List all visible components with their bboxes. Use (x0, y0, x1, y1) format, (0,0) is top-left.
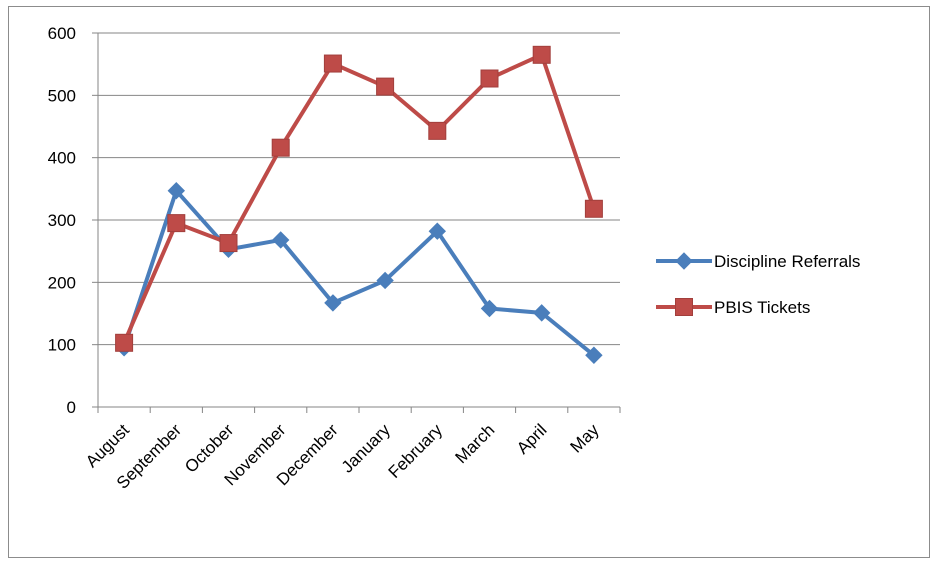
data-point-square (167, 214, 186, 233)
x-tick-label: April (513, 420, 550, 457)
data-point-diamond (532, 304, 551, 322)
data-point-diamond (324, 294, 342, 312)
y-tick-label: 500 (48, 86, 76, 105)
data-point-diamond (376, 271, 394, 290)
series-discipline-referrals (115, 181, 603, 364)
x-tick-label: March (451, 420, 498, 467)
y-axis-tick-labels: 0 100 200 300 400 500 600 (48, 24, 76, 417)
series-layer (115, 45, 603, 364)
data-point-square (115, 333, 134, 352)
y-tick-label: 100 (48, 336, 76, 355)
y-tick-label: 400 (48, 149, 76, 168)
series-line (122, 52, 596, 345)
legend: Discipline Referrals PBIS Tickets (656, 252, 860, 317)
x-tick-label: February (385, 420, 447, 482)
axes (92, 32, 621, 413)
legend-label: Discipline Referrals (714, 252, 860, 271)
data-point-square (428, 121, 447, 140)
legend-entry: Discipline Referrals (656, 252, 860, 271)
y-tick-label: 300 (48, 211, 76, 230)
legend-label: PBIS Tickets (714, 298, 810, 317)
data-point-diamond (167, 181, 186, 200)
data-point-diamond (271, 231, 290, 249)
legend-entry: PBIS Tickets (656, 298, 810, 317)
data-point-square (532, 45, 551, 64)
data-point-square (271, 138, 290, 157)
series-pbis-tickets (115, 45, 603, 352)
y-tick-label: 600 (48, 24, 76, 43)
data-point-square (376, 77, 395, 96)
data-point-square (584, 199, 603, 218)
legend-marker (675, 298, 693, 316)
data-point-square (480, 69, 499, 88)
data-point-diamond (585, 346, 603, 364)
legend-marker (675, 252, 693, 270)
x-axis-tick-labels: AugustSeptemberOctoberNovemberDecemberJa… (82, 420, 603, 493)
y-tick-label: 0 (67, 398, 76, 417)
series-line (122, 188, 596, 358)
data-point-square (323, 54, 342, 73)
data-point-diamond (480, 299, 499, 318)
data-point-square (219, 234, 238, 253)
x-tick-label: May (567, 420, 603, 456)
x-tick-label: August (82, 420, 133, 471)
y-tick-label: 200 (48, 273, 76, 292)
data-point-diamond (428, 222, 447, 240)
